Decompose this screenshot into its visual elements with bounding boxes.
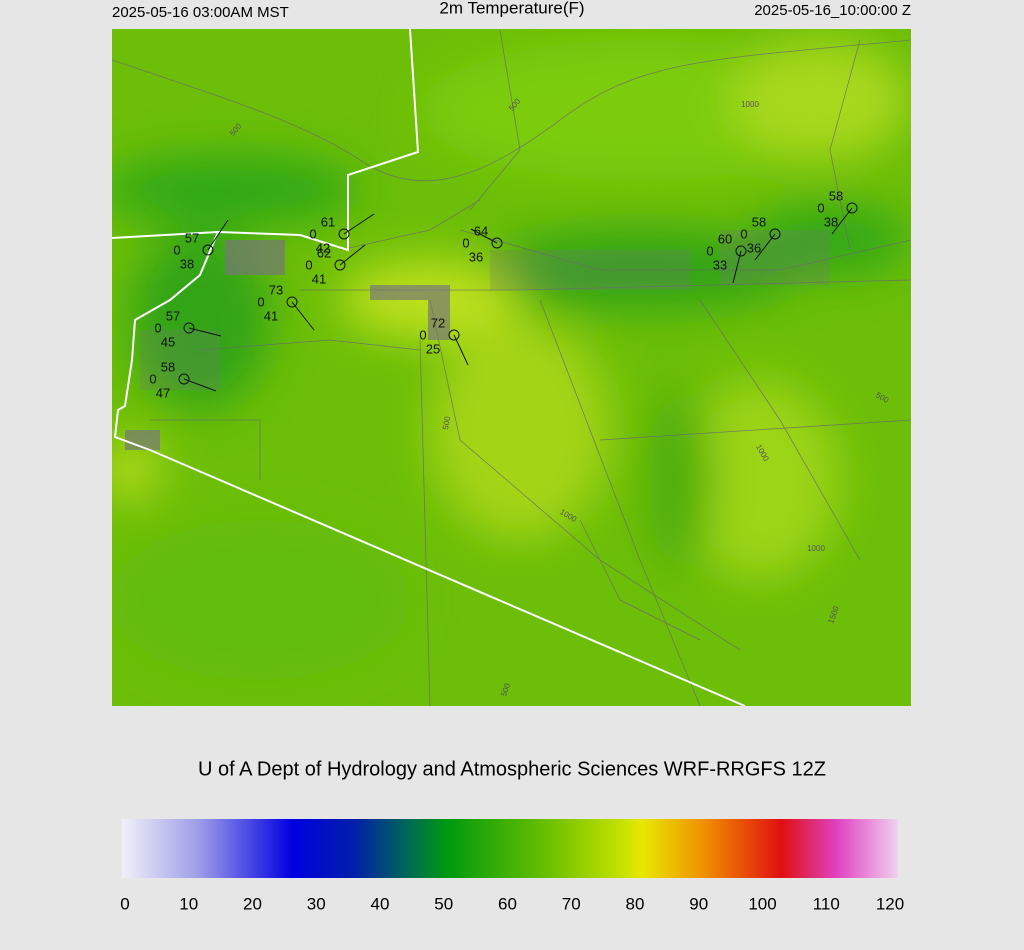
station-marker (491, 237, 503, 249)
dewpoint: 41 (312, 271, 326, 286)
temperature: 58 (161, 359, 175, 374)
colorbar-tick-label: 40 (371, 894, 390, 913)
colorbar-tick-label: 120 (876, 894, 904, 913)
temperature: 57 (166, 308, 180, 323)
dewpoint: 47 (156, 385, 170, 400)
station-marker (846, 202, 858, 214)
wind-barb (732, 250, 742, 284)
dewpoint: 25 (426, 341, 440, 356)
dewpoint: 36 (469, 249, 483, 264)
wind-barb (453, 334, 469, 366)
header-left: 2025-05-16 03:00AM MST (112, 4, 289, 21)
dewpoint: 33 (713, 257, 727, 272)
pressure: 0 (462, 235, 469, 250)
pressure: 0 (706, 243, 713, 258)
header-title: 2m Temperature(F) (439, 0, 584, 17)
colorbar-tick-label: 10 (179, 894, 198, 913)
colorbar-tick-label: 30 (307, 894, 326, 913)
temperature: 61 (321, 214, 335, 229)
colorbar-tick-label: 70 (562, 894, 581, 913)
wind-barb (754, 233, 776, 261)
dewpoint: 45 (161, 334, 175, 349)
pressure: 0 (173, 242, 180, 257)
colorbar-tick-label: 60 (498, 894, 517, 913)
contour-label: 500 (441, 415, 452, 430)
station-marker (334, 259, 346, 271)
temperature: 62 (317, 245, 331, 260)
wind-barb (339, 244, 366, 266)
station-marker (183, 322, 195, 334)
colorbar (122, 819, 898, 878)
colorbar-tick-label: 110 (813, 894, 840, 913)
temperature: 64 (474, 223, 488, 238)
pressure: 0 (817, 200, 824, 215)
colorbar-tick-label: 90 (689, 894, 708, 913)
temperature: 73 (269, 282, 283, 297)
wind-barb (207, 219, 229, 251)
contour-label: 1000 (741, 100, 759, 109)
temperature: 60 (718, 231, 732, 246)
pressure: 0 (419, 327, 426, 342)
pressure: 0 (154, 320, 161, 335)
contour-label: 500 (499, 682, 512, 698)
pressure: 0 (740, 226, 747, 241)
wind-barb (470, 228, 498, 244)
pressure: 0 (149, 371, 156, 386)
temperature: 57 (185, 230, 199, 245)
dewpoint: 41 (264, 308, 278, 323)
dewpoint: 36 (747, 240, 761, 255)
station-marker (286, 296, 298, 308)
pressure: 0 (257, 294, 264, 309)
station-marker (448, 329, 460, 341)
wind-barb (343, 213, 375, 235)
wind-barb (183, 378, 217, 392)
colorbar-tick-label: 50 (434, 894, 453, 913)
wind-barb (831, 207, 853, 235)
temperature: 58 (752, 214, 766, 229)
temperature: 72 (431, 315, 445, 330)
temperature: 58 (829, 188, 843, 203)
station-marker (735, 245, 747, 257)
station-marker (178, 373, 190, 385)
station-marker (769, 228, 781, 240)
station-marker (202, 244, 214, 256)
wind-barb (188, 327, 222, 337)
dewpoint: 42 (316, 240, 330, 255)
pressure: 0 (305, 257, 312, 272)
footer: U of A Dept of Hydrology and Atmospheric… (198, 758, 826, 780)
station-marker (338, 228, 350, 240)
colorbar-tick-label: 0 (120, 894, 129, 913)
pressure: 0 (309, 226, 316, 241)
header-right: 2025-05-16_10:00:00 Z (754, 2, 911, 19)
colorbar-tick-label: 80 (626, 894, 645, 913)
colorbar-tick-label: 20 (243, 894, 262, 913)
colorbar-tick-label: 100 (748, 894, 776, 913)
dewpoint: 38 (824, 214, 838, 229)
wind-barb (291, 301, 315, 331)
contour-label: 1000 (807, 544, 825, 553)
dewpoint: 38 (180, 256, 194, 271)
